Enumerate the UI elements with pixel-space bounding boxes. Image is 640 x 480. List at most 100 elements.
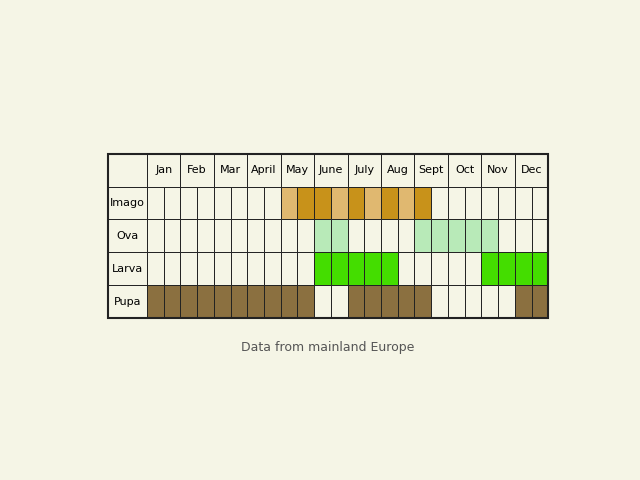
Bar (230, 285, 247, 318)
Bar (481, 187, 498, 219)
Text: Pupa: Pupa (114, 297, 141, 307)
Bar (197, 219, 214, 252)
Bar (230, 219, 247, 252)
Bar (264, 252, 281, 285)
Bar (481, 285, 498, 318)
Bar (381, 219, 398, 252)
Bar (531, 285, 548, 318)
Bar (180, 285, 197, 318)
Bar (247, 285, 264, 318)
Bar (431, 285, 448, 318)
Bar (348, 187, 364, 219)
Bar (415, 285, 431, 318)
Bar (197, 252, 214, 285)
Text: Sept: Sept (419, 165, 444, 175)
Bar (108, 154, 548, 318)
Bar (230, 187, 247, 219)
Bar (364, 252, 381, 285)
Bar (281, 154, 314, 187)
Text: Feb: Feb (188, 165, 207, 175)
Bar (398, 219, 415, 252)
Text: Oct: Oct (455, 165, 474, 175)
Bar (298, 187, 314, 219)
Bar (247, 154, 281, 187)
Bar (331, 187, 348, 219)
Text: Dec: Dec (521, 165, 542, 175)
Bar (448, 219, 465, 252)
Bar (481, 154, 515, 187)
Bar (531, 187, 548, 219)
Bar (108, 252, 147, 285)
Text: April: April (252, 165, 276, 175)
Bar (431, 187, 448, 219)
Bar (515, 285, 531, 318)
Text: Imago: Imago (110, 198, 145, 208)
Bar (415, 219, 431, 252)
Bar (481, 219, 498, 252)
Bar (398, 187, 415, 219)
Bar (515, 219, 531, 252)
Bar (481, 252, 498, 285)
Bar (214, 219, 230, 252)
Bar (264, 219, 281, 252)
Bar (448, 252, 465, 285)
Bar (314, 154, 348, 187)
Bar (214, 154, 247, 187)
Text: July: July (355, 165, 374, 175)
Bar (314, 219, 331, 252)
Text: Larva: Larva (112, 264, 143, 274)
Bar (415, 187, 431, 219)
Text: Mar: Mar (220, 165, 241, 175)
Bar (147, 187, 164, 219)
Bar (331, 285, 348, 318)
Bar (164, 219, 180, 252)
Bar (465, 285, 481, 318)
Bar (515, 187, 531, 219)
Bar (431, 252, 448, 285)
Bar (214, 285, 230, 318)
Bar (348, 219, 364, 252)
Bar (164, 252, 180, 285)
Bar (247, 219, 264, 252)
Bar (214, 187, 230, 219)
Bar (180, 187, 197, 219)
Bar (515, 154, 548, 187)
Text: May: May (286, 165, 309, 175)
Bar (108, 154, 147, 187)
Bar (448, 187, 465, 219)
Bar (381, 285, 398, 318)
Bar (147, 154, 180, 187)
Bar (348, 285, 364, 318)
Bar (197, 187, 214, 219)
Bar (331, 252, 348, 285)
Bar (531, 219, 548, 252)
Bar (364, 187, 381, 219)
Bar (164, 187, 180, 219)
Text: Jan: Jan (155, 165, 172, 175)
Bar (108, 187, 147, 219)
Bar (247, 187, 264, 219)
Bar (381, 252, 398, 285)
Text: Data from mainland Europe: Data from mainland Europe (241, 341, 415, 354)
Bar (398, 285, 415, 318)
Bar (498, 285, 515, 318)
Bar (264, 187, 281, 219)
Bar (498, 219, 515, 252)
Bar (214, 252, 230, 285)
Bar (180, 154, 214, 187)
Bar (498, 252, 515, 285)
Bar (465, 187, 481, 219)
Bar (331, 219, 348, 252)
Bar (314, 252, 331, 285)
Bar (147, 285, 164, 318)
Bar (381, 187, 398, 219)
Bar (415, 154, 448, 187)
Bar (281, 219, 298, 252)
Bar (314, 187, 331, 219)
Bar (264, 285, 281, 318)
Bar (298, 252, 314, 285)
Bar (398, 252, 415, 285)
Bar (108, 219, 147, 252)
Text: June: June (319, 165, 343, 175)
Bar (431, 219, 448, 252)
